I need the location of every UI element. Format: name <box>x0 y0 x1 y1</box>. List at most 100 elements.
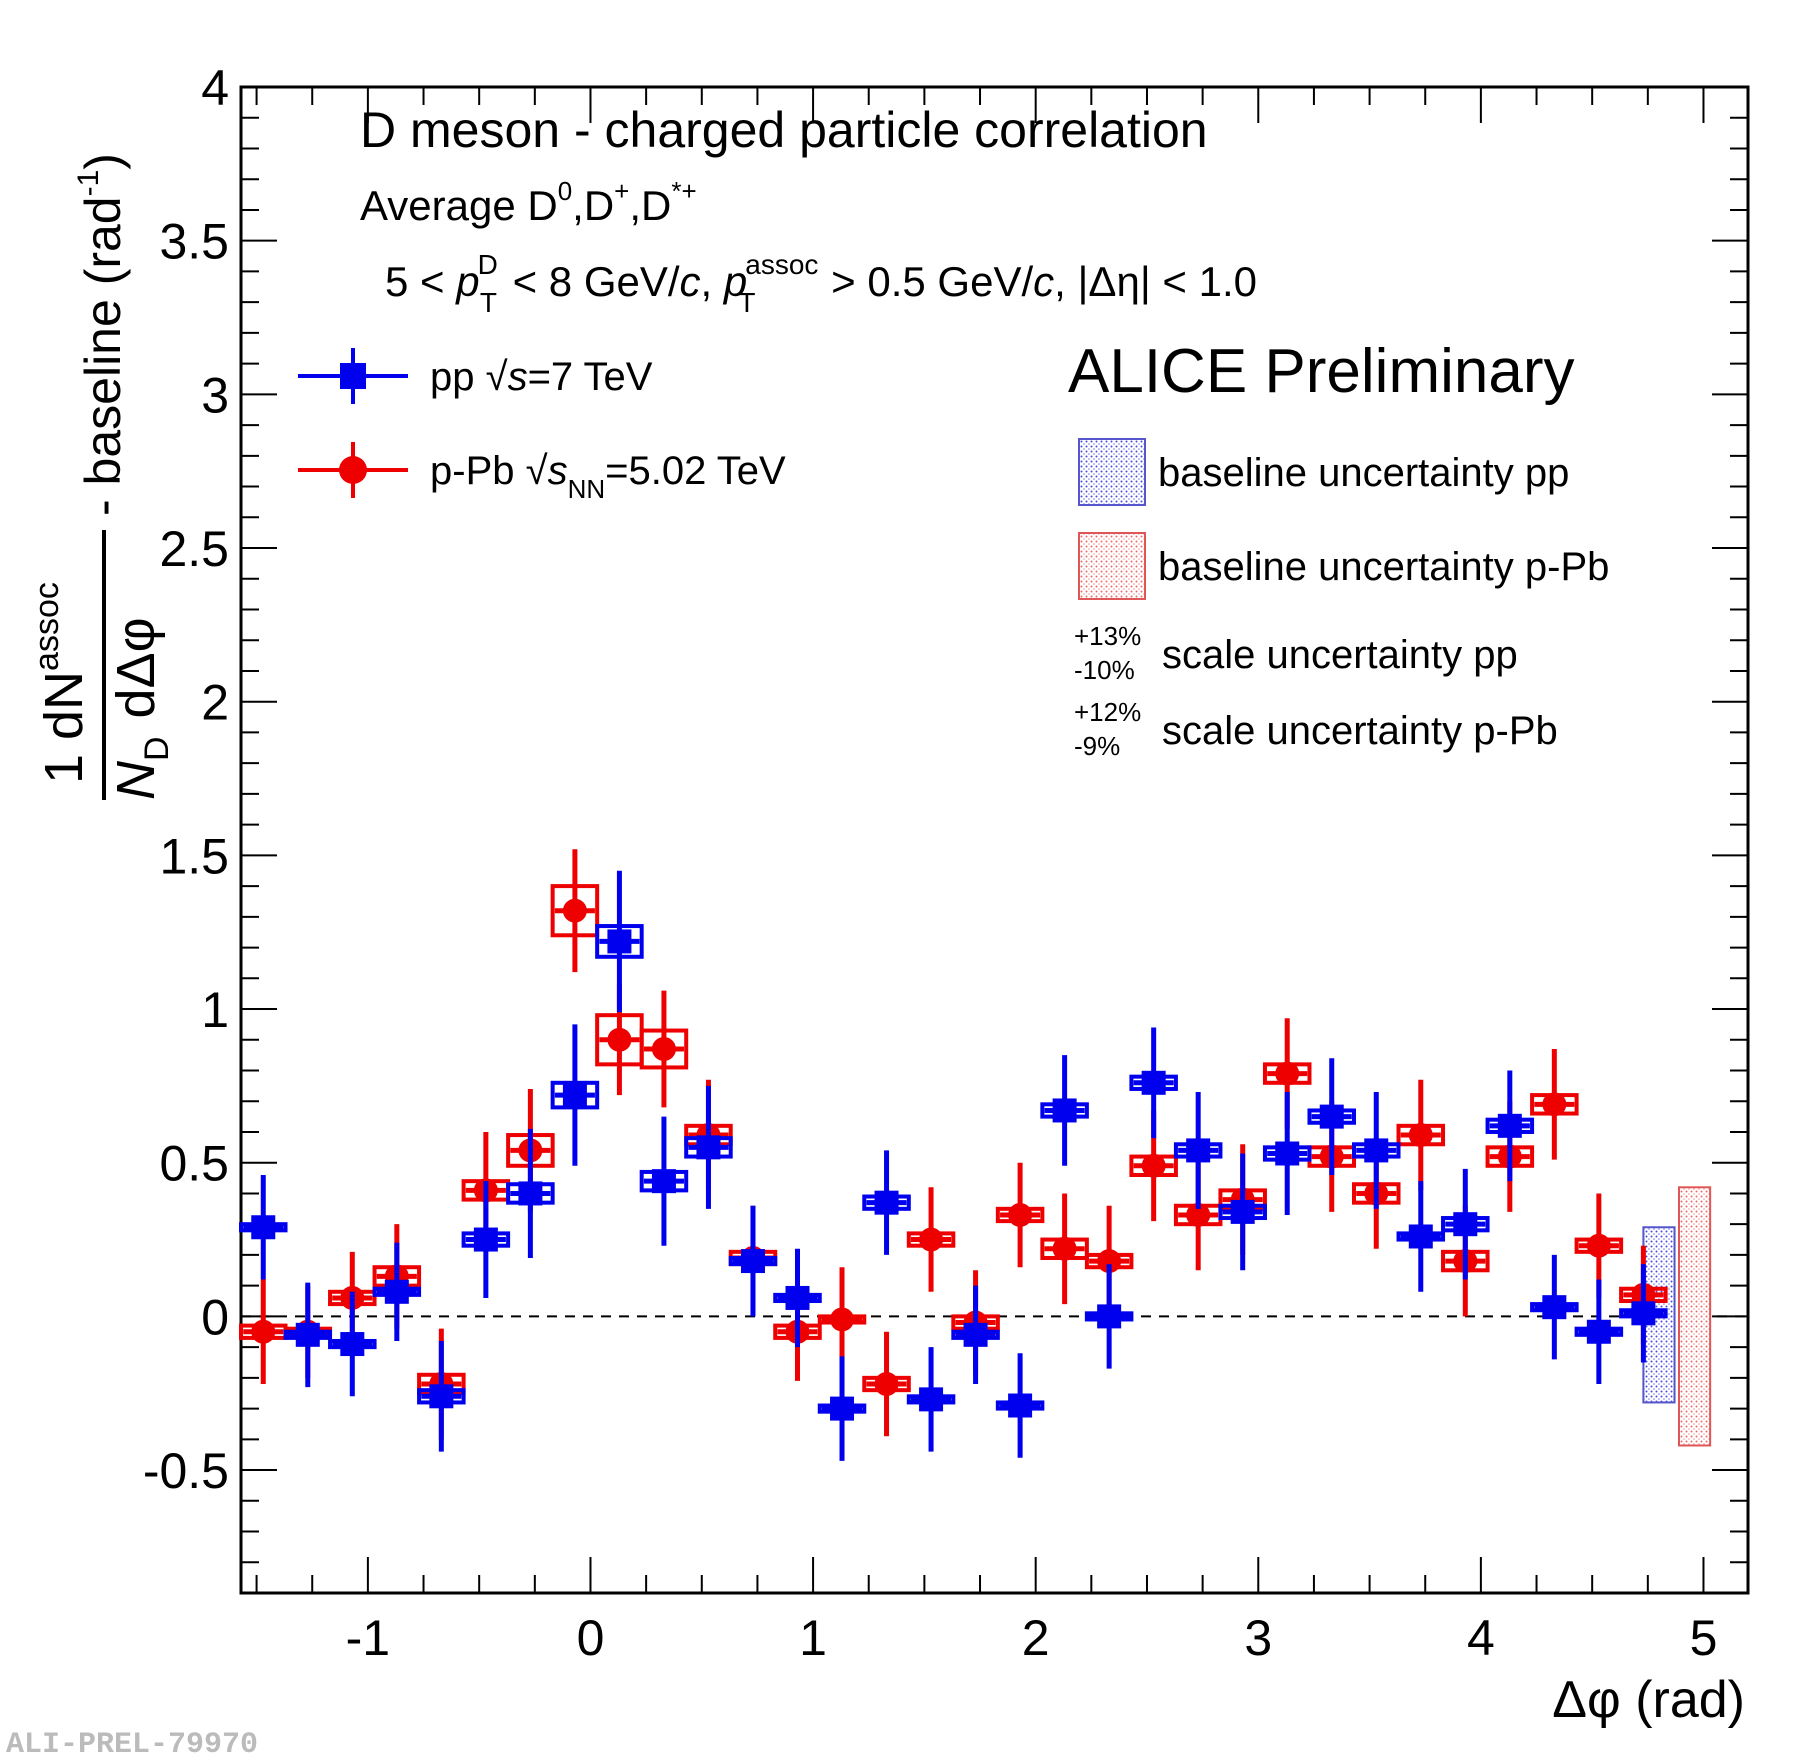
data-point <box>607 1027 632 1052</box>
data-point <box>295 1322 320 1347</box>
ylabel-rest: - baseline (rad <box>75 196 131 516</box>
ylabel-num-sup: assoc <box>28 582 66 671</box>
watermark: ALI-PREL-79970 <box>6 1728 258 1761</box>
y-tick-label: 2 <box>201 675 229 731</box>
scale-ppb-label: scale uncertainty p-Pb <box>1162 709 1558 753</box>
baseline-band-p-pb <box>1677 1186 1712 1447</box>
data-point <box>740 1249 765 1274</box>
series-p-pb <box>239 849 1668 1440</box>
data-point <box>1542 1295 1567 1320</box>
data-point <box>1453 1212 1478 1237</box>
legend-baseline-ppb: baseline uncertainty p-Pb <box>1078 532 1609 600</box>
data-point <box>1319 1104 1344 1129</box>
legend-series-ppb: p-Pb √sNN=5.02 TeV <box>298 442 786 504</box>
data-point <box>1275 1141 1300 1166</box>
ylabel-den-N: N <box>106 760 166 800</box>
x-tick-label: 1 <box>799 1610 827 1666</box>
experiment-label: ALICE Preliminary <box>1068 337 1574 406</box>
kin-p-2: p <box>722 258 747 305</box>
data-point <box>562 898 587 923</box>
kin-sub-t-1: T <box>480 287 497 318</box>
kin-c-2: c <box>1033 258 1054 305</box>
data-point <box>651 1169 676 1194</box>
chart-subtitle-average: Average D0,D+,D*+ <box>360 176 697 229</box>
data-point <box>785 1285 810 1310</box>
y-tick-label: 3.5 <box>159 214 229 270</box>
y-tick-label: 3 <box>201 367 229 423</box>
kin-a: 5 < <box>385 258 456 305</box>
data-point <box>1542 1092 1567 1117</box>
data-point <box>340 1332 365 1357</box>
legend-baseline-ppb-label: baseline uncertainty p-Pb <box>1158 545 1609 589</box>
ylabel-den-sub: D <box>138 736 176 761</box>
legend-series-pp: pp √s=7 TeV <box>298 348 653 404</box>
data-point <box>830 1396 855 1421</box>
legend-scale-pp: +13% -10% scale uncertainty pp <box>1074 621 1518 685</box>
series-pp <box>239 870 1668 1461</box>
data-point <box>696 1135 721 1160</box>
svg-text:p-Pb √sNN=5.02 TeV: p-Pb √sNN=5.02 TeV <box>430 449 786 504</box>
legend-pp-b: =7 TeV <box>528 355 653 399</box>
svg-text:- baseline (rad-1): - baseline (rad-1) <box>72 153 131 516</box>
y-tick-label: 4 <box>201 60 229 116</box>
x-tick-label: -1 <box>346 1610 390 1666</box>
data-point <box>1097 1304 1122 1329</box>
scale-ppb-up: +12% <box>1074 697 1141 727</box>
legend-ppb-sub: NN <box>568 474 606 504</box>
chart-title: D meson - charged particle correlation <box>360 102 1208 158</box>
plot-frame <box>239 85 1750 1595</box>
data-point <box>251 1215 276 1240</box>
y-tick-label: -0.5 <box>143 1443 229 1499</box>
average-sup-d0: 0 <box>558 176 572 206</box>
scale-pp-down: -10% <box>1074 655 1135 685</box>
data-point <box>1052 1236 1077 1261</box>
data-point <box>1008 1393 1033 1418</box>
kin-comma: , <box>701 258 724 305</box>
data-point <box>874 1190 899 1215</box>
legend-pp-a: pp <box>430 355 486 399</box>
data-point <box>1631 1301 1656 1326</box>
y-tick-label: 1 <box>201 982 229 1038</box>
ylabel-num-1: 1 <box>34 754 94 784</box>
data-point <box>1097 1249 1122 1274</box>
data-point <box>1052 1098 1077 1123</box>
legend-marker-ppb <box>339 456 367 484</box>
data-point <box>651 1036 676 1061</box>
x-tick-label: 2 <box>1022 1610 1050 1666</box>
x-axis-label: Δφ (rad) <box>1552 1671 1745 1729</box>
average-sup-plus: + <box>614 176 629 206</box>
data-point <box>1186 1138 1211 1163</box>
y-axis-label: 1 dNassoc NDdΔφ - baseline (rad-1) <box>28 153 176 800</box>
scale-pp-up: +13% <box>1074 621 1141 651</box>
scale-pp-label: scale uncertainty pp <box>1162 633 1518 677</box>
data-point <box>830 1307 855 1332</box>
data-point <box>251 1319 276 1344</box>
y-tick-label: 1.5 <box>159 828 229 884</box>
data-point <box>919 1227 944 1252</box>
y-tick-label: 2.5 <box>159 521 229 577</box>
data-point <box>1408 1123 1433 1148</box>
ylabel-rest-close: ) <box>75 153 131 170</box>
y-tick-label: 0.5 <box>159 1136 229 1192</box>
data-point <box>1408 1224 1433 1249</box>
svg-text:dNassoc: dNassoc <box>28 582 94 740</box>
data-point <box>518 1181 543 1206</box>
kin-b: < 8 GeV/ <box>501 258 680 305</box>
kin-sup-d: D <box>478 249 498 280</box>
legend-ppb-sqrt: √ <box>526 449 548 493</box>
data-point <box>1141 1070 1166 1095</box>
data-point <box>1364 1138 1389 1163</box>
data-point <box>1008 1202 1033 1227</box>
kin-c-1: c <box>680 258 701 305</box>
kin-e: , |Δη| < 1.0 <box>1054 258 1257 305</box>
data-point <box>963 1322 988 1347</box>
data-point <box>1586 1233 1611 1258</box>
legend-scale-ppb: +12% -9% scale uncertainty p-Pb <box>1074 697 1558 761</box>
legend-box-baseline-pp <box>1078 438 1146 506</box>
legend-pp-s: s <box>508 355 528 399</box>
data-point <box>429 1384 454 1409</box>
chart-subtitle-kinematics: 5 < pD T < 8 GeV/c, passoc T > 0.5 GeV/c, … <box>385 249 1257 318</box>
legend-pp-sqrt: √ <box>486 355 508 399</box>
data-point <box>384 1279 409 1304</box>
